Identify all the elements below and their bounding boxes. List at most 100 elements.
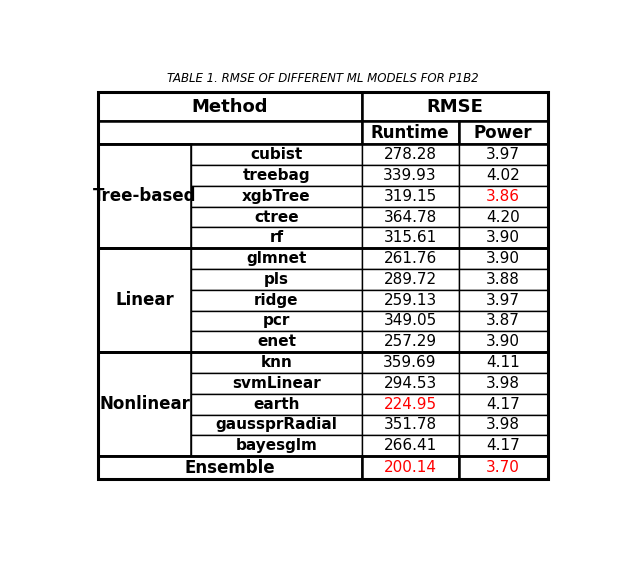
Bar [191, 373, 362, 394]
Bar [459, 435, 547, 456]
Text: 315.61: 315.61 [384, 230, 437, 246]
Bar [362, 435, 459, 456]
Bar [191, 269, 362, 289]
Bar [362, 165, 459, 186]
Bar [191, 311, 362, 331]
Bar [459, 269, 547, 289]
Bar [362, 456, 459, 479]
Bar [459, 227, 547, 248]
Text: glmnet: glmnet [246, 251, 307, 266]
Bar [362, 289, 459, 311]
Bar [98, 248, 191, 352]
Text: pcr: pcr [263, 314, 290, 329]
Text: cubist: cubist [250, 147, 302, 162]
Text: 200.14: 200.14 [384, 460, 437, 475]
Text: Linear: Linear [115, 291, 174, 309]
Bar [362, 144, 459, 165]
Bar [362, 269, 459, 289]
Bar [459, 456, 547, 479]
Text: ctree: ctree [254, 210, 299, 224]
Text: 339.93: 339.93 [383, 168, 437, 183]
Text: pls: pls [264, 272, 289, 287]
Text: Runtime: Runtime [370, 124, 449, 142]
Bar [98, 92, 362, 121]
Bar [459, 121, 547, 144]
Text: Tree-based: Tree-based [93, 187, 197, 205]
Text: 364.78: 364.78 [384, 210, 437, 224]
Text: 4.17: 4.17 [486, 438, 520, 453]
Bar [98, 92, 547, 479]
Text: 266.41: 266.41 [384, 438, 437, 453]
Bar [459, 394, 547, 414]
Bar [191, 186, 362, 207]
Text: ridge: ridge [254, 292, 299, 308]
Text: xgbTree: xgbTree [242, 189, 311, 204]
Bar [98, 352, 547, 456]
Text: 3.88: 3.88 [486, 272, 520, 287]
Text: 359.69: 359.69 [383, 355, 437, 370]
Text: Method: Method [192, 97, 268, 115]
Bar [459, 186, 547, 207]
Bar [459, 311, 547, 331]
Bar [459, 289, 547, 311]
Bar [362, 352, 459, 373]
Bar [191, 227, 362, 248]
Bar [98, 456, 362, 479]
Bar [98, 248, 547, 352]
Text: 4.11: 4.11 [486, 355, 520, 370]
Bar [362, 186, 459, 207]
Text: 3.87: 3.87 [486, 314, 520, 329]
Text: 3.98: 3.98 [486, 417, 520, 432]
Text: 259.13: 259.13 [384, 292, 437, 308]
Bar [459, 331, 547, 352]
Text: 4.02: 4.02 [486, 168, 520, 183]
Bar [362, 331, 459, 352]
Text: 278.28: 278.28 [384, 147, 437, 162]
Bar [191, 435, 362, 456]
Bar [191, 165, 362, 186]
Bar [362, 394, 459, 414]
Text: 4.20: 4.20 [486, 210, 520, 224]
Bar [459, 144, 547, 165]
Text: Nonlinear: Nonlinear [99, 395, 190, 413]
Text: 294.53: 294.53 [384, 376, 437, 391]
Text: 4.17: 4.17 [486, 397, 520, 411]
Text: 224.95: 224.95 [384, 397, 437, 411]
Text: bayesglm: bayesglm [236, 438, 318, 453]
Bar [362, 227, 459, 248]
Bar [191, 352, 362, 373]
Bar [459, 373, 547, 394]
Bar [362, 121, 459, 144]
Text: 3.70: 3.70 [486, 460, 520, 475]
Text: svmLinear: svmLinear [232, 376, 321, 391]
Text: 351.78: 351.78 [384, 417, 437, 432]
Text: 3.97: 3.97 [486, 147, 520, 162]
Text: 3.97: 3.97 [486, 292, 520, 308]
Bar [459, 414, 547, 435]
Bar [362, 248, 459, 269]
Text: gaussprRadial: gaussprRadial [215, 417, 337, 432]
Bar [191, 394, 362, 414]
Text: 261.76: 261.76 [384, 251, 437, 266]
Text: treebag: treebag [243, 168, 310, 183]
Text: 257.29: 257.29 [384, 334, 437, 349]
Bar [191, 414, 362, 435]
Bar [191, 331, 362, 352]
Bar [191, 248, 362, 269]
Text: Ensemble: Ensemble [185, 459, 275, 476]
Bar [459, 352, 547, 373]
Text: 3.90: 3.90 [486, 230, 520, 246]
Text: knn: knn [260, 355, 292, 370]
Text: 3.86: 3.86 [486, 189, 520, 204]
Text: TABLE 1. RMSE OF DIFFERENT ML MODELS FOR P1B2: TABLE 1. RMSE OF DIFFERENT ML MODELS FOR… [167, 72, 479, 86]
Bar [459, 165, 547, 186]
Text: earth: earth [253, 397, 300, 411]
Bar [459, 248, 547, 269]
Text: 349.05: 349.05 [384, 314, 437, 329]
Bar [191, 289, 362, 311]
Bar [362, 311, 459, 331]
Bar [459, 207, 547, 227]
Text: 3.98: 3.98 [486, 376, 520, 391]
Bar [362, 92, 547, 121]
Bar [362, 373, 459, 394]
